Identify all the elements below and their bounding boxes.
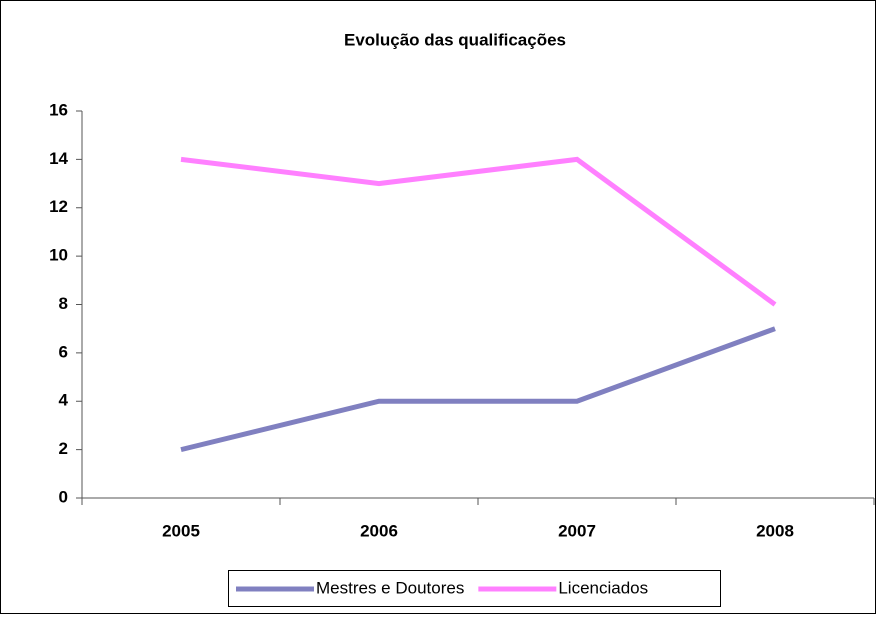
series-line (180, 326, 776, 453)
y-tick-label: 16 (49, 100, 68, 119)
chart-title: Evolução das qualificações (344, 30, 566, 49)
y-tick-label: 8 (59, 294, 68, 313)
legend-label: Mestres e Doutores (316, 578, 464, 597)
y-tick-label: 12 (49, 197, 68, 216)
y-tick-label: 14 (49, 149, 68, 168)
y-tick-label: 0 (59, 487, 68, 506)
x-tick-label: 2005 (162, 521, 200, 540)
x-tick-label: 2006 (360, 521, 398, 540)
series-line (180, 156, 777, 307)
legend-label: Licenciados (558, 578, 648, 597)
y-tick-label: 2 (59, 439, 68, 458)
y-tick-label: 4 (59, 391, 69, 410)
y-tick-label: 10 (49, 246, 68, 265)
x-tick-label: 2008 (756, 521, 794, 540)
y-tick-label: 6 (59, 342, 68, 361)
legend-box (228, 570, 721, 607)
x-tick-label: 2007 (558, 521, 596, 540)
